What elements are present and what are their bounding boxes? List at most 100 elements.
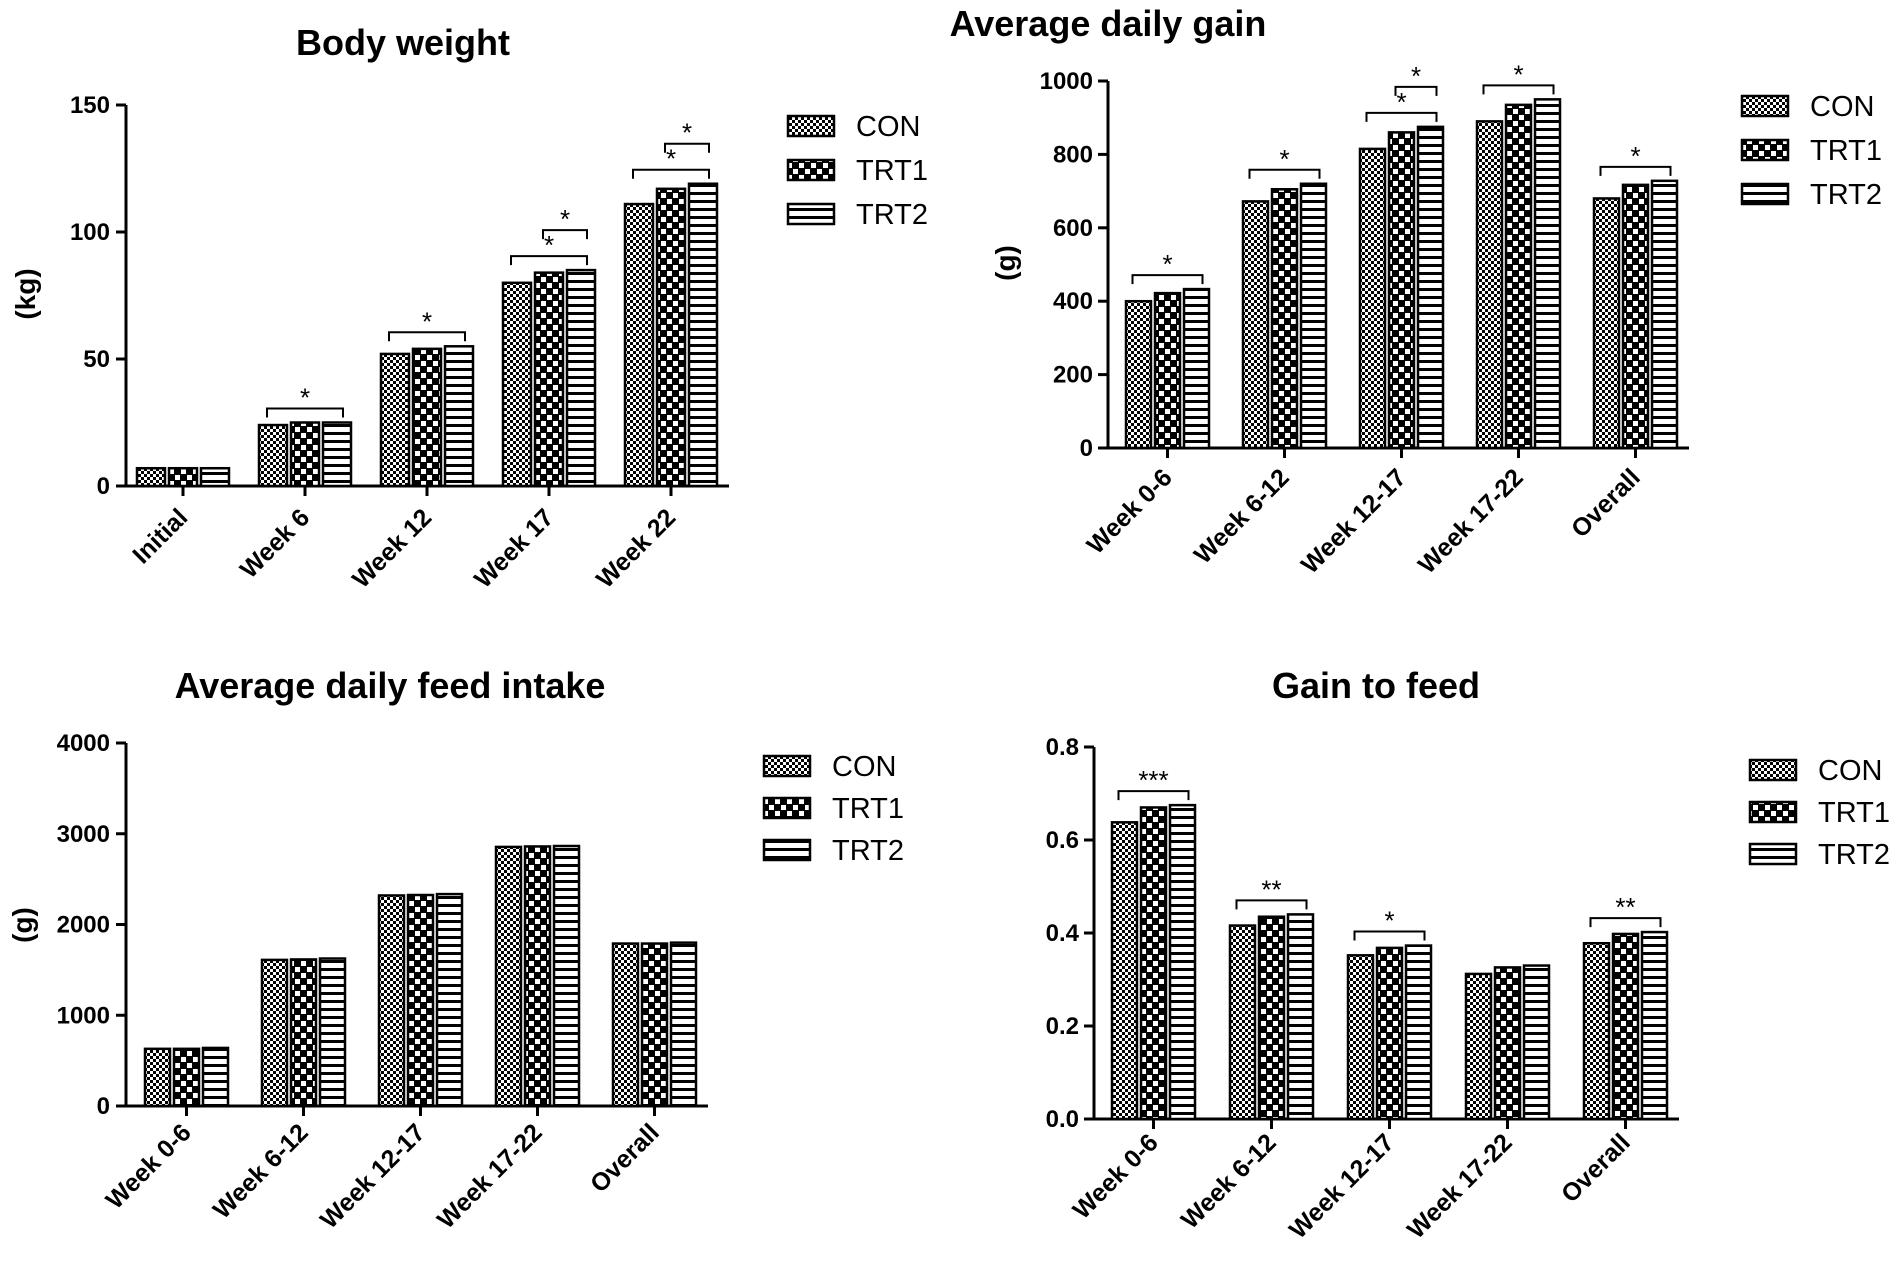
significance-bracket: [1248, 168, 1321, 179]
y-tick-label: 0.2: [1046, 1013, 1079, 1040]
x-tick-label: Week 12-17: [315, 1118, 431, 1234]
significance-bracket: [1131, 274, 1204, 285]
significance-bracket: [1365, 111, 1438, 122]
bar-con-2: [260, 958, 289, 1108]
significance-bracket: [542, 229, 588, 240]
bar-trt2-5: [1650, 179, 1679, 450]
x-tick-label: Week 6-12: [208, 1118, 314, 1224]
bar-trt2-1: [1168, 803, 1197, 1121]
x-tick-label: Week 0-6: [1082, 463, 1178, 559]
y-tick-label: 3000: [57, 821, 110, 848]
legend-swatch-trt1: [1748, 800, 1798, 824]
chart-average-daily-feed-intake: Average daily feed intake (g) 0 1000 2000 3…: [7, 665, 904, 1234]
bar-trt1-2: [1257, 915, 1286, 1121]
bar-trt1-4: [533, 271, 565, 488]
bar-trt1-3: [1387, 131, 1416, 450]
bar-con-1: [143, 1047, 172, 1108]
bar-con-1: [1110, 821, 1139, 1121]
x-tick-label: Week 6: [235, 503, 315, 583]
bar-trt1-1: [1153, 291, 1182, 450]
bar-con-4: [494, 845, 523, 1108]
x-tick-label: Week 12-17: [1296, 463, 1412, 579]
bar-con-1: [135, 466, 167, 488]
significance-label: **: [1261, 874, 1281, 904]
legend-swatch-trt1: [762, 796, 812, 820]
bar-trt2-4: [565, 268, 597, 488]
x-tick-label: Week 12: [347, 503, 437, 593]
legend-label-con: CON: [1818, 755, 1882, 787]
legend-label-trt2: TRT2: [1818, 839, 1890, 871]
significance-label: *: [1384, 906, 1394, 936]
legend-swatch-trt2: [1740, 182, 1790, 206]
bar-con-3: [379, 352, 411, 488]
significance-label: **: [1615, 892, 1635, 922]
chart-body-weight: Body weight (kg) 0 50 100 150 Initial Week 6 W…: [10, 22, 928, 594]
bar-trt1-4: [1504, 103, 1533, 450]
bar-con-5: [623, 202, 655, 488]
bar-con-5: [1582, 941, 1611, 1121]
y-axis-label: (kg): [10, 268, 41, 319]
legend-swatch-trt1: [786, 158, 836, 182]
y-tick-label: 200: [1053, 362, 1093, 389]
significance-label: *: [560, 204, 570, 234]
y-tick-label: 0.4: [1046, 920, 1080, 947]
bar-trt2-2: [1299, 182, 1328, 450]
significance-bracket: [632, 168, 710, 179]
y-tick-label: 0.8: [1046, 734, 1079, 761]
significance-bracket: [1482, 84, 1555, 95]
significance-label: ***: [1138, 765, 1168, 795]
x-tick-label: Week 0-6: [101, 1118, 197, 1214]
legend-label-con: CON: [856, 111, 920, 143]
bar-con-3: [377, 894, 406, 1108]
bar-trt2-5: [687, 182, 719, 488]
bar-trt1-3: [411, 347, 443, 488]
bar-trt1-5: [640, 942, 669, 1108]
bar-trt1-2: [1270, 188, 1299, 450]
significance-bracket: [1599, 165, 1672, 176]
bar-trt2-4: [1533, 98, 1562, 450]
bar-trt2-5: [1640, 930, 1669, 1121]
significance-label: *: [1279, 144, 1289, 174]
x-tick-label: Week 22: [591, 503, 681, 593]
y-tick-label: 100: [70, 219, 110, 246]
bar-trt2-2: [318, 957, 347, 1108]
legend-swatch-con: [1740, 94, 1790, 118]
bar-con-4: [1464, 972, 1493, 1121]
y-axis-label: (g): [7, 907, 38, 943]
plot-area: 0 50 100 150 Initial Week 6 Week 12 Week 17 Week…: [70, 92, 928, 594]
bar-con-3: [1346, 954, 1375, 1121]
bar-con-4: [501, 281, 533, 488]
bar-con-1: [1124, 299, 1153, 450]
y-tick-label: 0.0: [1046, 1106, 1079, 1133]
significance-bracket: [1117, 790, 1190, 801]
bar-con-5: [1592, 197, 1621, 450]
x-tick-label: Week 6-12: [1176, 1128, 1282, 1234]
x-tick-label: Week 12-17: [1284, 1128, 1400, 1244]
legend-label-trt1: TRT1: [832, 793, 904, 825]
legend-label-trt1: TRT1: [856, 155, 928, 187]
bar-trt2-1: [201, 1046, 230, 1108]
legend-label-trt2: TRT2: [856, 199, 928, 231]
y-tick-label: 0.6: [1046, 827, 1079, 854]
x-tick-label: Overall: [1556, 1128, 1636, 1208]
significance-label: *: [1513, 59, 1523, 89]
significance-bracket: [266, 407, 344, 418]
significance-label: *: [1630, 141, 1640, 171]
bar-trt1-3: [1375, 946, 1404, 1121]
legend-swatch-trt1: [1740, 138, 1790, 162]
y-tick-label: 0: [97, 473, 110, 500]
chart-average-daily-gain: Average daily gain (g) 0 200 400 600 800 1000…: [950, 3, 1882, 579]
y-tick-label: 0: [1080, 435, 1093, 462]
significance-bracket: [510, 255, 588, 266]
legend-swatch-trt2: [786, 202, 836, 226]
bar-trt1-2: [289, 958, 318, 1108]
bar-con-2: [1228, 924, 1257, 1121]
bar-trt2-3: [443, 345, 475, 488]
significance-label: *: [544, 230, 554, 260]
bar-trt1-1: [1139, 806, 1168, 1121]
significance-label: *: [422, 306, 432, 336]
chart-title: Average daily gain: [950, 3, 1267, 44]
